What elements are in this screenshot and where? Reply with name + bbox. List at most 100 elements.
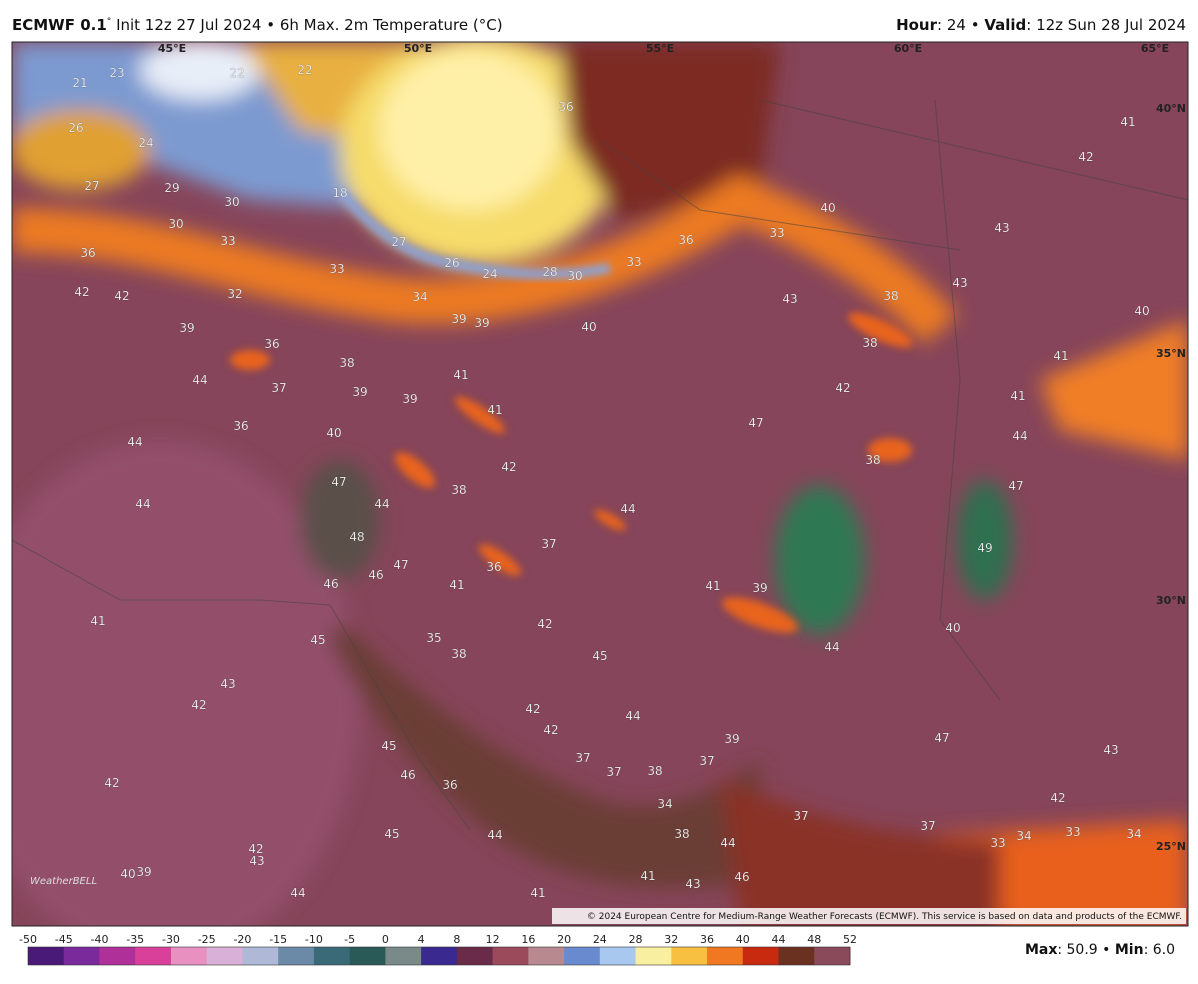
temperature-label: 22 [297, 63, 312, 77]
temperature-label: 33 [1065, 825, 1080, 839]
temperature-label: 45 [592, 649, 607, 663]
temperature-label: 42 [248, 842, 263, 856]
colorbar-tick-label: 0 [382, 933, 389, 946]
colorbar-tick-label: -30 [162, 933, 180, 946]
colorbar-tick-label: 44 [772, 933, 786, 946]
latitude-label: 40°N [1156, 102, 1186, 115]
temperature-label: 33 [990, 836, 1005, 850]
temperature-label: 49 [977, 541, 992, 555]
temperature-label: 45 [310, 633, 325, 647]
temperature-label: 41 [1120, 115, 1135, 129]
colorbar-tick-label: -10 [305, 933, 323, 946]
temperature-label: 36 [678, 233, 693, 247]
model: ECMWF 0.1 [12, 16, 107, 34]
temperature-label: 38 [339, 356, 354, 370]
colorbar-segment [635, 947, 672, 965]
temperature-label: 41 [1010, 389, 1025, 403]
temperature-label: 41 [90, 614, 105, 628]
colorbar-segment [671, 947, 708, 965]
temperature-label: 32 [227, 287, 242, 301]
colorbar-segment [349, 947, 386, 965]
temperature-label: 40 [581, 320, 596, 334]
temperature-label: 34 [1126, 827, 1141, 841]
temperature-label: 42 [1050, 791, 1065, 805]
colorbar-segment [707, 947, 744, 965]
temperature-label: 28 [542, 265, 557, 279]
temperature-label: 44 [290, 886, 305, 900]
temperature-label: 38 [451, 647, 466, 661]
colorbar-segment [814, 947, 851, 965]
temperature-label: 36 [486, 560, 501, 574]
temperature-label: 39 [179, 321, 194, 335]
temperature-label: 27 [84, 179, 99, 193]
colorbar-segment [421, 947, 458, 965]
temperature-label: 30 [168, 217, 183, 231]
hour: : 24 • [937, 16, 985, 34]
temperature-label: 29 [164, 181, 179, 195]
temperature-label: 39 [451, 312, 466, 326]
temperature-label: 40 [820, 201, 835, 215]
colorbar-segment [99, 947, 136, 965]
temperature-label: 47 [748, 416, 763, 430]
temperature-label: 37 [606, 765, 621, 779]
temperature-label: 39 [352, 385, 367, 399]
temperature-label: 37 [575, 751, 590, 765]
longitude-label: 65°E [1141, 42, 1169, 55]
colorbar-tick-label: -50 [19, 933, 37, 946]
temperature-label: 41 [487, 403, 502, 417]
temperature-label: 42 [1078, 150, 1093, 164]
temperature-label: 41 [640, 869, 655, 883]
temperature-label: 38 [883, 289, 898, 303]
valid: : 12z Sun 28 Jul 2024 [1026, 16, 1186, 34]
temperature-label: 36 [233, 419, 248, 433]
temperature-label: 41 [449, 578, 464, 592]
temperature-label: 43 [952, 276, 967, 290]
temperature-label: 39 [402, 392, 417, 406]
temperature-label: 45 [381, 739, 396, 753]
colorbar-tick-label: -35 [126, 933, 144, 946]
colorbar-segment [278, 947, 315, 965]
temperature-label: 26 [68, 121, 83, 135]
temperature-label: 44 [192, 373, 207, 387]
temperature-label: 44 [620, 502, 635, 516]
temperature-label: 39 [724, 732, 739, 746]
temperature-label: 30 [224, 195, 239, 209]
temperature-label: 38 [674, 827, 689, 841]
temperature-label: 33 [220, 234, 235, 248]
colorbar-segment [28, 947, 65, 965]
colorbar-tick-label: -20 [233, 933, 251, 946]
temperature-label: 44 [374, 497, 389, 511]
temperature-label: 42 [74, 285, 89, 299]
temperature-label: 38 [451, 483, 466, 497]
colorbar-segment [206, 947, 243, 965]
temperature-label: 42 [537, 617, 552, 631]
temperature-label: 45 [384, 827, 399, 841]
temperature-label: 22 [229, 66, 244, 80]
colorbar-tick-label: 20 [557, 933, 571, 946]
temperature-label: 46 [368, 568, 383, 582]
temperature-label: 44 [1012, 429, 1027, 443]
temperature-label: 46 [400, 768, 415, 782]
title: Init 12z 27 Jul 2024 • 6h Max. 2m Temper… [116, 16, 503, 34]
temperature-label: 36 [264, 337, 279, 351]
temperature-label: 43 [782, 292, 797, 306]
temperature-label: 42 [114, 289, 129, 303]
temperature-label: 38 [865, 453, 880, 467]
temperature-label: 40 [120, 867, 135, 881]
valid-label: Valid [984, 16, 1027, 34]
temperature-label: 41 [705, 579, 720, 593]
colorbar-tick-label: 28 [629, 933, 643, 946]
temperature-label: 35 [426, 631, 441, 645]
temperature-label: 33 [626, 255, 641, 269]
temperature-label: 42 [835, 381, 850, 395]
colorbar-segment [242, 947, 279, 965]
min: : 6.0 [1144, 942, 1175, 958]
temperature-label: 36 [442, 778, 457, 792]
hour-label: Hour [896, 16, 938, 34]
colorbar-segment [599, 947, 637, 965]
temperature-label: 37 [793, 809, 808, 823]
temperature-label: 42 [501, 460, 516, 474]
temperature-label: 42 [191, 698, 206, 712]
